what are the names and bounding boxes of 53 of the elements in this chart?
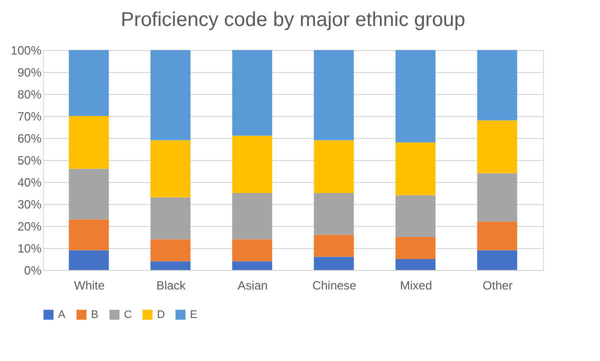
bar	[150, 197, 190, 240]
bar	[68, 168, 109, 220]
bar	[477, 120, 518, 174]
bar	[232, 261, 272, 270]
bar	[314, 140, 354, 193]
bar	[314, 50, 354, 140]
bar	[396, 142, 436, 196]
y-tick-label: 60%	[17, 132, 42, 146]
y-tick-label: 40%	[17, 176, 42, 190]
bar	[232, 50, 272, 136]
y-tick-label: 50%	[17, 154, 42, 168]
y-tick-label: 80%	[17, 88, 42, 102]
bar	[477, 222, 518, 250]
bar	[396, 195, 436, 237]
bar	[396, 50, 436, 142]
bar	[477, 250, 518, 270]
bar	[314, 256, 354, 270]
chart-title: Proficiency code by major ethnic group	[120, 9, 466, 31]
legend-label: E	[190, 308, 198, 321]
y-tick-label: 0%	[24, 264, 42, 278]
bar	[477, 50, 518, 120]
x-tick-label: Asian	[238, 278, 268, 292]
bar	[396, 259, 436, 270]
x-tick-label: Mixed	[400, 278, 432, 292]
x-tick-label: Other	[482, 278, 513, 292]
legend-label: D	[157, 308, 165, 321]
bar	[150, 50, 190, 140]
x-tick-label: White	[74, 278, 105, 292]
y-tick-label: 30%	[17, 198, 42, 212]
y-tick-label: 20%	[17, 220, 42, 234]
x-tick-label: Chinese	[312, 278, 357, 292]
bar	[68, 50, 109, 116]
bar	[477, 173, 518, 222]
bar	[150, 140, 190, 198]
legend-label: B	[91, 308, 98, 321]
bar	[232, 193, 272, 240]
bar	[232, 239, 272, 262]
y-tick-label: 100%	[10, 44, 42, 58]
bar	[68, 250, 109, 270]
x-tick-label: Black	[156, 278, 187, 292]
legend-label: A	[58, 308, 66, 321]
bar	[150, 239, 190, 262]
bar	[396, 237, 436, 259]
bar	[314, 193, 354, 235]
y-tick-label: 70%	[17, 110, 42, 124]
bar	[232, 136, 272, 193]
bar	[150, 261, 190, 270]
bar	[314, 234, 354, 257]
y-tick-label: 90%	[17, 66, 42, 80]
bar	[68, 116, 109, 169]
y-tick-label: 10%	[17, 242, 42, 256]
legend-label: C	[124, 308, 132, 321]
bar	[68, 219, 109, 250]
